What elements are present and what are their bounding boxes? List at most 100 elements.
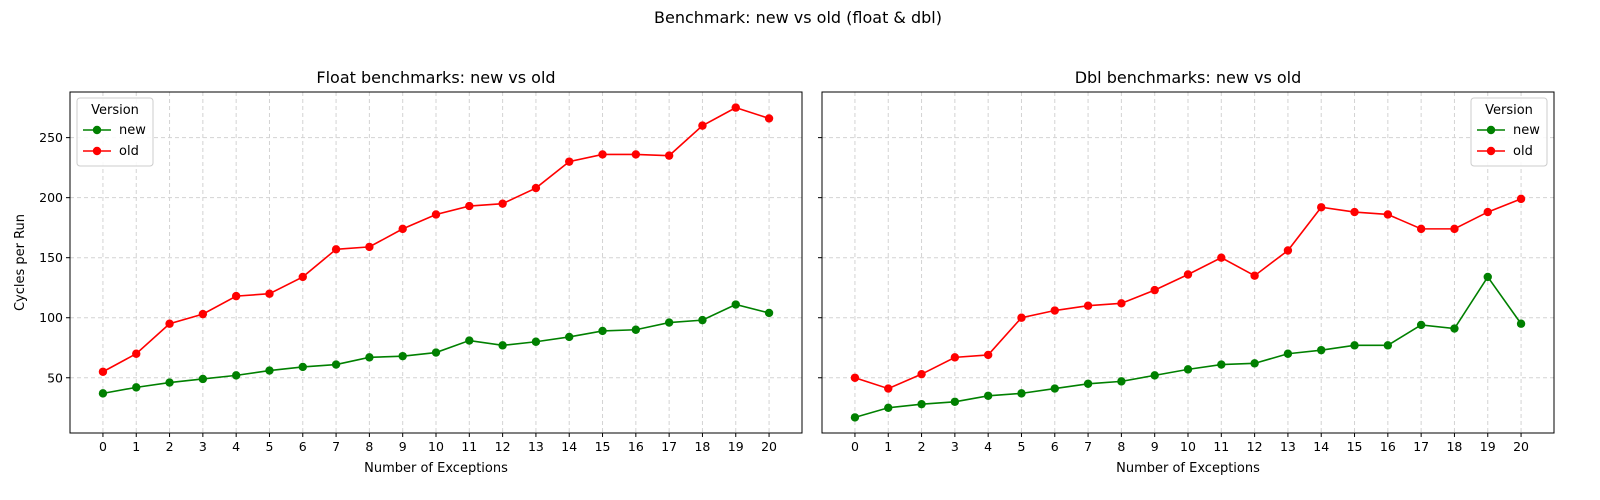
x-tick-label: 8 [365, 439, 373, 454]
data-point-new [165, 378, 174, 387]
data-point-old [950, 353, 960, 362]
data-point-old [1483, 207, 1492, 217]
data-point-new [1183, 365, 1193, 374]
data-point-new [331, 360, 341, 369]
data-point-new [465, 336, 474, 345]
legend-swatch-marker [92, 146, 102, 156]
x-tick-label: 9 [1151, 439, 1159, 454]
data-point-new [850, 413, 860, 422]
x-tick-label: 6 [299, 439, 307, 454]
data-point-old [298, 272, 307, 282]
series-new [98, 300, 774, 398]
x-tick-label: 10 [428, 439, 444, 454]
data-point-old [1317, 203, 1326, 212]
data-point-new [1516, 319, 1526, 328]
data-point-old [1283, 246, 1293, 255]
x-tick-label: 19 [1480, 439, 1496, 454]
series-new [850, 272, 1526, 422]
data-point-old [331, 245, 341, 254]
data-point-old [1516, 194, 1526, 204]
data-point-old [1217, 253, 1226, 262]
data-point-new [431, 348, 441, 357]
legend: Version new old [1470, 97, 1548, 167]
x-tick-label: 17 [661, 439, 677, 454]
x-tick-label: 15 [1347, 439, 1363, 454]
chart-title: Float benchmarks: new vs old [316, 68, 555, 87]
legend-swatch-marker [92, 125, 102, 135]
data-point-old [1250, 271, 1259, 280]
y-tick-label: 150 [39, 250, 63, 265]
data-point-new [531, 337, 541, 346]
data-point-old [1383, 210, 1393, 219]
data-point-new [265, 366, 274, 375]
data-point-new [731, 300, 740, 309]
data-point-new [1317, 345, 1326, 355]
series-old [98, 103, 774, 376]
data-point-old [498, 199, 507, 208]
data-point-old [884, 384, 893, 393]
data-point-new [1117, 377, 1126, 386]
legend-label: new [119, 123, 146, 138]
x-tick-label: 15 [595, 439, 611, 454]
x-tick-label: 14 [1313, 439, 1329, 454]
data-point-new [1283, 349, 1293, 358]
data-point-new [1083, 379, 1093, 388]
data-point-new [365, 353, 374, 362]
data-point-old [1416, 224, 1426, 234]
data-point-old [1150, 285, 1159, 295]
x-tick-label: 10 [1180, 439, 1196, 454]
data-point-old [1183, 270, 1193, 279]
data-point-old [531, 183, 541, 193]
legend-swatch-marker [1486, 146, 1496, 156]
legend-label: new [1513, 123, 1540, 138]
data-point-new [664, 318, 674, 327]
x-tick-label: 16 [628, 439, 644, 454]
data-point-old [431, 210, 441, 219]
x-tick-label: 7 [1084, 439, 1092, 454]
data-point-new [132, 383, 141, 392]
y-tick-label: 250 [39, 130, 63, 145]
data-point-old [198, 309, 208, 319]
x-tick-label: 8 [1117, 439, 1125, 454]
x-tick-label: 13 [1280, 439, 1296, 454]
data-point-new [231, 371, 241, 380]
data-point-new [1250, 359, 1259, 368]
plot-frame [69, 91, 803, 434]
data-point-old [983, 350, 993, 360]
x-tick-label: 2 [918, 439, 926, 454]
x-tick-label: 1 [132, 439, 140, 454]
x-tick-label: 20 [1513, 439, 1529, 454]
x-tick-label: 6 [1051, 439, 1059, 454]
data-point-new [1416, 320, 1426, 330]
data-point-old [1117, 299, 1126, 308]
data-point-old [465, 201, 474, 211]
data-point-old [1083, 301, 1093, 310]
data-point-new [698, 315, 707, 325]
plot-frame [821, 91, 1555, 434]
series-old [850, 194, 1526, 393]
data-point-old [1017, 313, 1026, 322]
chart-panels: 0 1 2 3 4 5 6 7 8 9 10 11 12 13 14 15 16 17 18 19 2050100150… [13, 68, 1555, 476]
x-tick-label: 5 [1017, 439, 1025, 454]
x-tick-label: 14 [561, 439, 577, 454]
x-tick-label: 11 [1213, 439, 1229, 454]
x-tick-label: 0 [851, 439, 859, 454]
data-point-new [1150, 371, 1159, 380]
data-point-new [1483, 272, 1492, 282]
data-point-new [950, 397, 960, 406]
data-point-new [1050, 384, 1059, 393]
data-point-new [1383, 341, 1393, 350]
data-point-new [983, 391, 993, 400]
x-tick-label: 5 [265, 439, 273, 454]
data-point-new [298, 362, 307, 372]
x-tick-label: 4 [984, 439, 992, 454]
x-tick-label: 0 [99, 439, 107, 454]
data-point-old [565, 157, 574, 166]
x-tick-label: 20 [761, 439, 777, 454]
figure-suptitle: Benchmark: new vs old (float & dbl) [654, 8, 942, 27]
data-point-new [1450, 324, 1459, 333]
data-point-old [698, 121, 707, 130]
data-point-old [598, 150, 607, 159]
